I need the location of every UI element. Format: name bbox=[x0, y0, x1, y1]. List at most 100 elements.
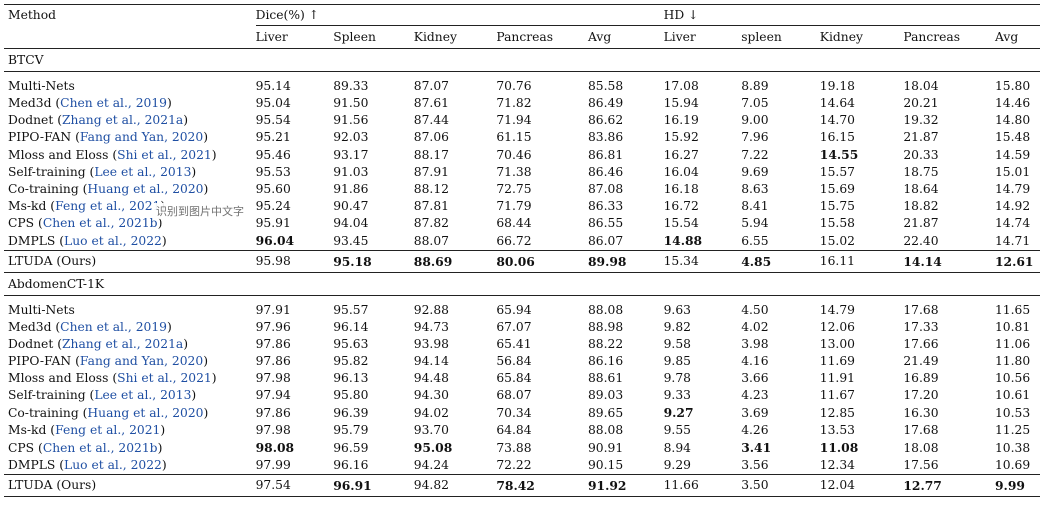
value-cell: 97.86 bbox=[256, 353, 334, 370]
citation-link[interactable]: Chen et al., 2021b bbox=[42, 440, 158, 455]
value-cell: 86.07 bbox=[588, 232, 664, 251]
value: 16.89 bbox=[903, 371, 939, 385]
value-cell: 9.29 bbox=[664, 457, 742, 475]
paren: ( bbox=[51, 320, 61, 334]
table-row: PIPO-FAN (Fang and Yan, 2020) 95.21 92.03 8… bbox=[4, 129, 1040, 146]
method-header: Method bbox=[4, 4, 256, 26]
citation-link[interactable]: Feng et al., 2021 bbox=[55, 199, 161, 213]
value: 95.98 bbox=[255, 254, 291, 268]
value: 71.82 bbox=[496, 96, 532, 110]
value: 14.79 bbox=[994, 182, 1031, 196]
value-cell: 91.03 bbox=[333, 164, 414, 181]
value: 8.89 bbox=[741, 79, 769, 93]
citation-link[interactable]: Chen et al., 2021b bbox=[42, 216, 158, 230]
best-value: 80.06 bbox=[496, 253, 535, 269]
method-name: Multi-Nets bbox=[8, 303, 75, 317]
value-cell: 96.59 bbox=[333, 439, 414, 457]
value-cell: 65.84 bbox=[496, 370, 588, 387]
section-header-row: AbdomenCT-1K bbox=[4, 272, 1040, 296]
value-cell: 21.87 bbox=[903, 129, 995, 146]
value-cell: 97.98 bbox=[256, 370, 334, 387]
citation-link[interactable]: Huang et al., 2020 bbox=[87, 405, 204, 420]
citation-link[interactable]: Huang et al., 2020 bbox=[87, 182, 204, 196]
value: 13.00 bbox=[819, 337, 855, 351]
paren: ) bbox=[160, 423, 166, 437]
value: 3.50 bbox=[741, 478, 769, 492]
value: 15.54 bbox=[663, 216, 699, 230]
citation-link[interactable]: Shi et al., 2021 bbox=[117, 371, 212, 385]
citation-link[interactable]: Lee et al., 2013 bbox=[94, 165, 192, 179]
value: 87.07 bbox=[413, 79, 449, 93]
table-row: Mloss and Eloss (Shi et al., 2021) 97.98 9… bbox=[4, 370, 1040, 387]
value: 87.44 bbox=[413, 113, 449, 127]
paren: ) bbox=[157, 440, 163, 455]
value: 8.63 bbox=[741, 182, 769, 196]
value: 17.56 bbox=[903, 458, 939, 472]
citation-link[interactable]: Feng et al., 2021 bbox=[55, 423, 161, 437]
value-cell: 13.53 bbox=[820, 422, 904, 439]
value-cell: 9.27 bbox=[664, 404, 742, 422]
value-cell: 94.04 bbox=[333, 215, 414, 232]
value-cell: 14.64 bbox=[820, 95, 904, 112]
value: 19.18 bbox=[819, 79, 855, 93]
citation-link[interactable]: Zhang et al., 2021a bbox=[62, 337, 184, 351]
value: 68.44 bbox=[496, 216, 532, 230]
value-cell: 87.91 bbox=[414, 164, 497, 181]
table-row: Med3d (Chen et al., 2019) 95.04 91.50 87.61… bbox=[4, 95, 1040, 112]
table-row: Ms-kd (Feng et al., 2021) 97.98 95.79 93.70… bbox=[4, 422, 1040, 439]
value-cell: 12.04 bbox=[819, 474, 904, 497]
method-cell: Co-training (Huang et al., 2020) bbox=[4, 404, 256, 422]
value: 64.84 bbox=[496, 423, 532, 437]
value: 15.34 bbox=[663, 254, 699, 268]
value-cell: 65.41 bbox=[496, 336, 588, 353]
value-cell: 16.72 bbox=[664, 198, 742, 215]
value: 10.53 bbox=[994, 405, 1031, 420]
method-cell: LTUDA (Ours) bbox=[4, 250, 256, 273]
citation-link[interactable]: Chen et al., 2019 bbox=[60, 96, 168, 110]
value-cell: 14.88 bbox=[664, 232, 742, 251]
value: 20.21 bbox=[903, 96, 939, 110]
paren: ( bbox=[85, 165, 95, 179]
value: 11.69 bbox=[819, 354, 855, 368]
value-cell: 4.02 bbox=[741, 319, 820, 336]
value-cell: 95.63 bbox=[333, 336, 414, 353]
paren: ) bbox=[191, 165, 197, 179]
value-cell: 6.55 bbox=[741, 232, 820, 251]
value-cell: 98.08 bbox=[256, 439, 334, 457]
value-cell: 91.56 bbox=[333, 112, 414, 129]
value-cell: 19.32 bbox=[903, 112, 995, 129]
value-cell: 16.27 bbox=[664, 146, 742, 164]
value: 9.85 bbox=[663, 354, 691, 368]
value-cell: 12.85 bbox=[820, 404, 904, 422]
value: 11.67 bbox=[819, 388, 855, 402]
value-cell: 21.87 bbox=[903, 215, 995, 232]
value-cell: 95.79 bbox=[333, 422, 414, 439]
citation-link[interactable]: Luo et al., 2022 bbox=[64, 233, 162, 248]
citation-link[interactable]: Fang and Yan, 2020 bbox=[79, 354, 204, 368]
citation-link[interactable]: Chen et al., 2019 bbox=[60, 320, 168, 334]
citation-link[interactable]: Zhang et al., 2021a bbox=[62, 113, 184, 127]
value: 90.15 bbox=[587, 458, 624, 472]
value-cell: 5.94 bbox=[741, 215, 820, 232]
value-cell: 90.47 bbox=[333, 198, 414, 215]
value-cell: 89.65 bbox=[588, 404, 664, 422]
value: 15.58 bbox=[819, 216, 855, 230]
value: 10.38 bbox=[994, 440, 1031, 455]
method-cell: CPS (Chen et al., 2021b) bbox=[4, 439, 256, 457]
value: 94.04 bbox=[333, 216, 369, 230]
method-name: DMPLS bbox=[8, 233, 56, 248]
citation-link[interactable]: Luo et al., 2022 bbox=[64, 458, 162, 472]
value: 88.98 bbox=[587, 320, 624, 334]
value: 96.14 bbox=[333, 320, 369, 334]
method-name: Self-training bbox=[8, 165, 86, 179]
value-cell: 91.50 bbox=[333, 95, 414, 112]
value: 72.75 bbox=[496, 182, 532, 196]
value: 88.08 bbox=[587, 423, 624, 437]
citation-link[interactable]: Shi et al., 2021 bbox=[117, 147, 212, 162]
value: 94.14 bbox=[413, 354, 449, 368]
value-cell: 14.71 bbox=[995, 232, 1040, 251]
citation-link[interactable]: Lee et al., 2013 bbox=[94, 388, 192, 402]
value: 93.70 bbox=[413, 423, 449, 437]
value-cell: 12.61 bbox=[994, 250, 1040, 273]
citation-link[interactable]: Fang and Yan, 2020 bbox=[79, 130, 204, 144]
